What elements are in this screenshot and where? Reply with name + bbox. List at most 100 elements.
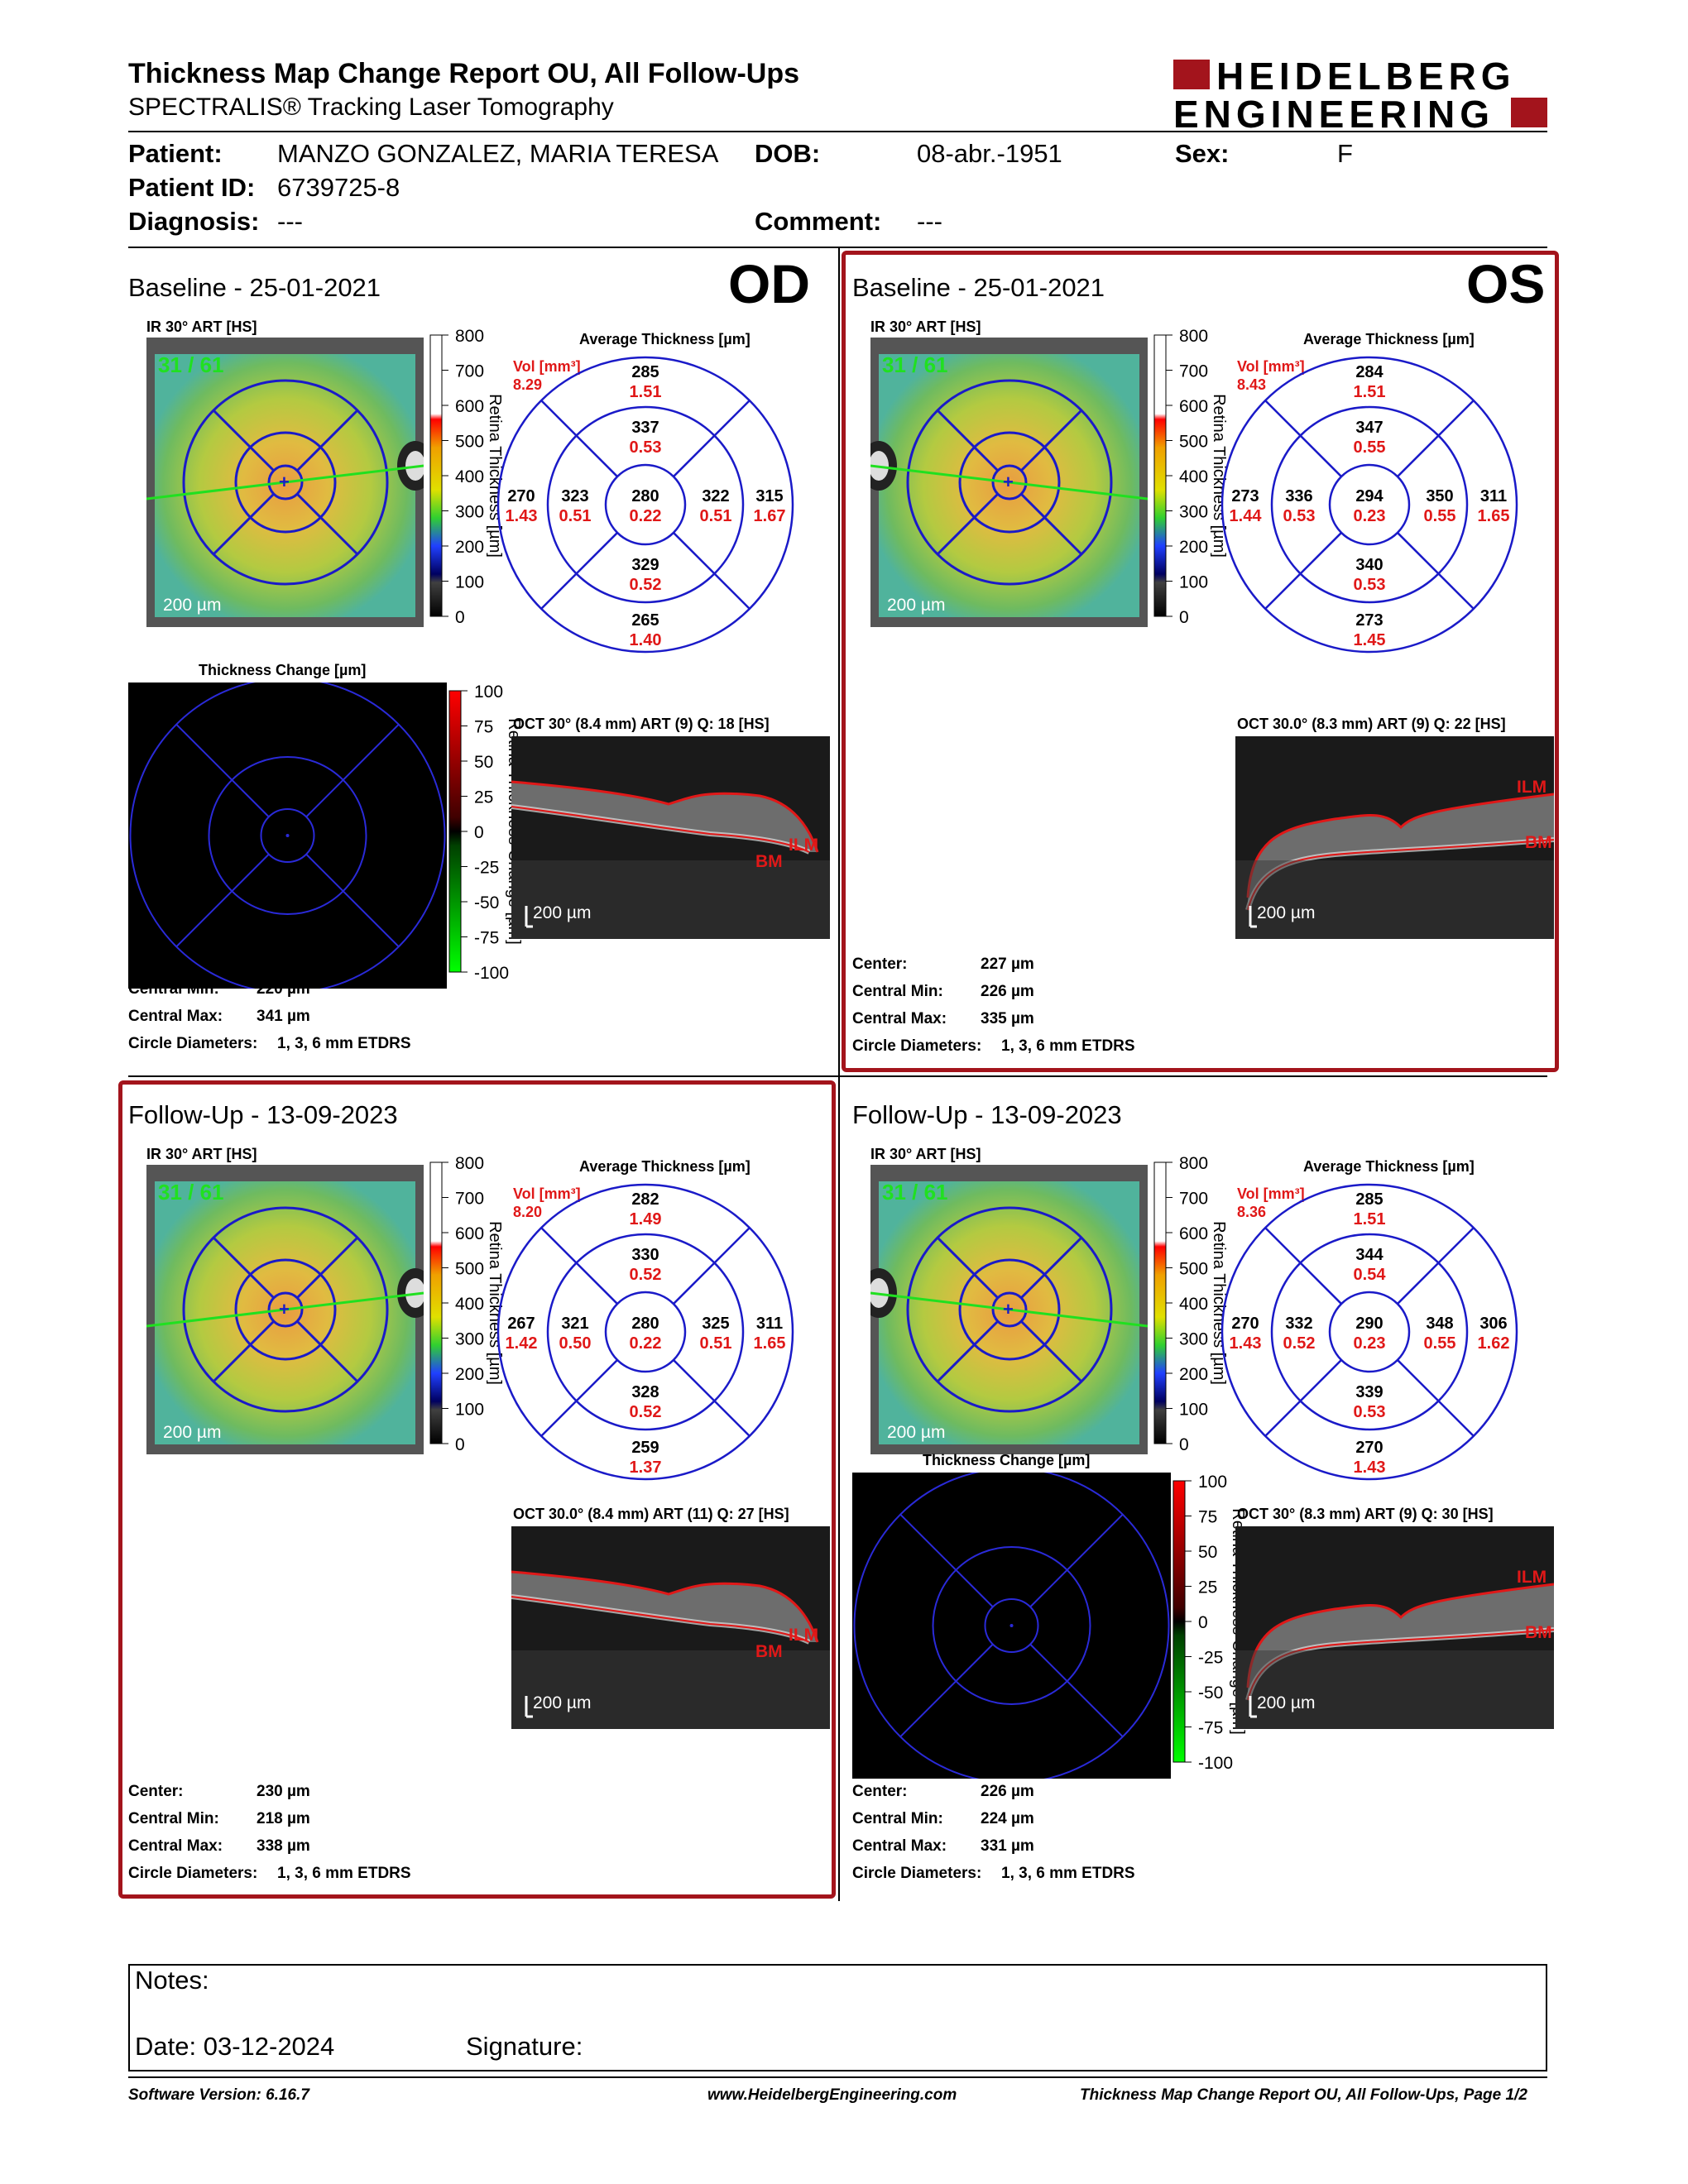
etdrs-thickness-in: 325 — [702, 1315, 729, 1333]
oct-bscan-image: ILM BM 200 µm — [511, 736, 830, 939]
svg-text:100: 100 — [455, 1401, 484, 1420]
etdrs-volume-in: 0.55 — [1424, 1334, 1456, 1353]
etdrs-thickness-oi: 270 — [1355, 1439, 1383, 1457]
svg-text:800: 800 — [455, 1154, 484, 1173]
etdrs-volume-ii: 0.53 — [1354, 1403, 1386, 1421]
svg-text:0: 0 — [1179, 608, 1189, 627]
segment-counter: 31 / 61 — [158, 1180, 224, 1205]
circle-diameters-label: Circle Diameters: — [852, 1865, 982, 1882]
central-max-label: Central Max: — [128, 1837, 223, 1855]
ir-image-label: IR 30° ART [HS] — [870, 1146, 981, 1162]
svg-text:200: 200 — [455, 1365, 484, 1384]
svg-text:400: 400 — [1179, 467, 1208, 486]
etdrs-volume-ii: 0.52 — [630, 1403, 662, 1421]
etdrs-thickness-it: 323 — [561, 487, 588, 505]
circle-diameters-value: 1, 3, 6 mm ETDRS — [1001, 1865, 1135, 1882]
panel-title: Baseline - 25-01-2021 — [128, 273, 381, 302]
etdrs-thickness-os: 284 — [1355, 363, 1383, 381]
header-divider — [128, 131, 1547, 132]
average-thickness-label: Average Thickness [µm] — [1303, 1158, 1475, 1175]
os-baseline-frame — [842, 251, 1559, 1072]
svg-text:200 µm: 200 µm — [163, 1423, 221, 1442]
etdrs-thickness-oi: 273 — [1355, 611, 1383, 630]
svg-text:700: 700 — [1179, 362, 1208, 381]
etdrs-thickness-ii: 340 — [1355, 556, 1383, 574]
software-version: Software Version: 6.16.7 — [128, 2086, 309, 2104]
etdrs-thickness-ctr: 280 — [631, 487, 659, 505]
volume-unit-label: Vol [mm³] — [513, 358, 581, 375]
circle-diameters-label: Circle Diameters: — [128, 1035, 258, 1052]
heidelberg-logo: HEIDELBERG ENGINEERING — [1173, 56, 1547, 132]
etdrs-thickness-ot: 270 — [507, 487, 535, 505]
svg-text:-50: -50 — [1198, 1684, 1223, 1703]
central-min-value: 218 µm — [257, 1810, 310, 1827]
report-subtitle: SPECTRALIS® Tracking Laser Tomography — [128, 93, 614, 121]
svg-text:700: 700 — [455, 362, 484, 381]
etdrs-thickness-is: 337 — [631, 419, 659, 437]
svg-text:200: 200 — [455, 538, 484, 557]
svg-text:-25: -25 — [1198, 1649, 1223, 1668]
thickness-change-label: Thickness Change [µm] — [923, 1452, 1091, 1468]
etdrs-thickness-ot: 270 — [1231, 1315, 1259, 1333]
notes-label: Notes: — [135, 1966, 209, 1995]
volume-unit-label: Vol [mm³] — [1237, 1185, 1305, 1202]
circle-diameters-label: Circle Diameters: — [128, 1865, 258, 1882]
center-label: Center: — [852, 956, 908, 973]
svg-text:+: + — [279, 472, 290, 492]
oct-scan-label: OCT 30.0° (8.4 mm) ART (11) Q: 27 [HS] — [513, 1506, 789, 1522]
quadrant-horizontal-divider — [128, 1075, 1547, 1077]
svg-text:500: 500 — [1179, 1260, 1208, 1279]
svg-text:500: 500 — [1179, 433, 1208, 452]
etdrs-volume-on: 1.65 — [754, 1334, 786, 1353]
sex-value: F — [1337, 139, 1353, 168]
thickness-change-map — [852, 1473, 1171, 1779]
svg-text:200 µm: 200 µm — [1257, 903, 1315, 922]
svg-text:ILM: ILM — [789, 836, 818, 855]
etdrs-volume-in: 0.51 — [700, 507, 732, 525]
oct-scan-label: OCT 30° (8.3 mm) ART (9) Q: 30 [HS] — [1237, 1506, 1494, 1522]
ir-thickness-map: +31 / 61 200 µm — [146, 338, 424, 627]
svg-text:-100: -100 — [474, 964, 509, 983]
svg-text:100: 100 — [474, 682, 503, 702]
svg-text:100: 100 — [455, 573, 484, 592]
signature-label: Signature: — [466, 2032, 583, 2061]
center-value: 230 µm — [257, 1783, 310, 1800]
svg-text:200 µm: 200 µm — [887, 596, 945, 615]
etdrs-volume-os: 1.51 — [630, 383, 662, 401]
average-thickness-label: Average Thickness [µm] — [579, 331, 750, 347]
total-volume-value: 8.20 — [513, 1204, 543, 1220]
date-label: Date: 03-12-2024 — [135, 2032, 335, 2061]
svg-text:0: 0 — [474, 823, 484, 842]
svg-text:600: 600 — [455, 397, 484, 416]
central-min-label: Central Min: — [128, 980, 219, 998]
svg-text:300: 300 — [1179, 1330, 1208, 1349]
ir-thickness-map: +31 / 61 200 µm — [870, 1165, 1148, 1454]
etdrs-thickness-in: 322 — [702, 487, 729, 505]
svg-text:0: 0 — [455, 1435, 465, 1454]
etdrs-thickness-grid: 2800.223300.522821.493280.522591.373250.… — [496, 1183, 794, 1481]
etdrs-thickness-grid: 2900.233440.542851.513390.532701.433480.… — [1220, 1183, 1518, 1481]
central-min-value: 224 µm — [981, 1810, 1034, 1827]
etdrs-volume-ctr: 0.23 — [1354, 1334, 1386, 1353]
svg-text:25: 25 — [474, 788, 493, 807]
volume-unit-label: Vol [mm³] — [513, 1185, 581, 1202]
svg-text:500: 500 — [455, 433, 484, 452]
etdrs-thickness-ot: 273 — [1231, 487, 1259, 505]
svg-text:HEIDELBERG: HEIDELBERG — [1216, 56, 1516, 98]
etdrs-thickness-is: 330 — [631, 1246, 659, 1264]
central-max-value: 338 µm — [257, 1837, 310, 1855]
svg-text:-75: -75 — [1198, 1719, 1223, 1738]
svg-text:100: 100 — [1179, 1401, 1208, 1420]
etdrs-volume-it: 0.52 — [1283, 1334, 1316, 1353]
ir-thickness-map: +31 / 61 200 µm — [870, 338, 1148, 627]
website-link[interactable]: www.HeidelbergEngineering.com — [707, 2086, 957, 2104]
svg-text:400: 400 — [455, 467, 484, 486]
svg-text:200 µm: 200 µm — [533, 903, 591, 922]
svg-text:BM: BM — [755, 1642, 783, 1661]
quadrant-vertical-divider — [838, 248, 840, 1901]
svg-text:25: 25 — [1198, 1578, 1217, 1597]
oct-bscan-image: ILM BM 200 µm — [511, 1526, 830, 1729]
notes-box[interactable] — [128, 1964, 1547, 2071]
